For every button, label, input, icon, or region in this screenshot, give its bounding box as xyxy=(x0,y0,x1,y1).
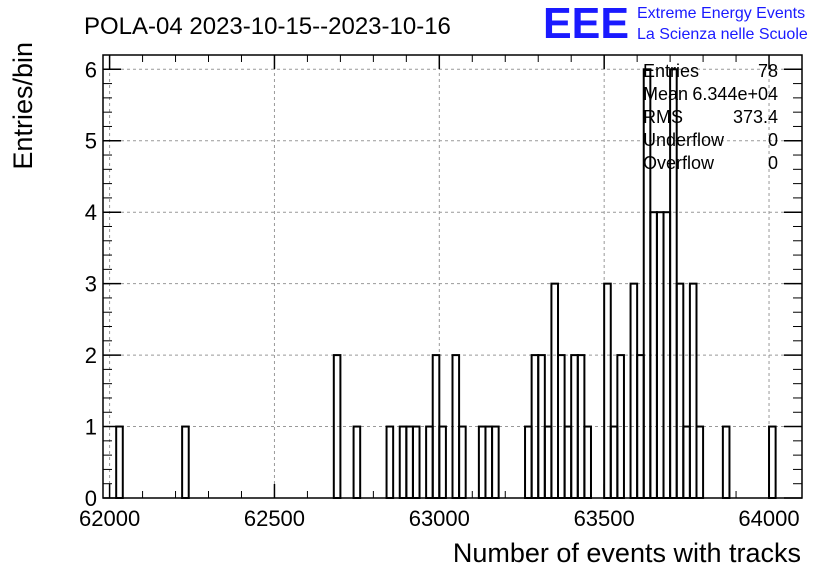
stats-mean-value: 6.344e+04 xyxy=(692,84,778,104)
histogram-bin xyxy=(352,425,362,500)
histogram-bin xyxy=(181,425,190,500)
histogram-bin xyxy=(385,425,395,500)
histogram-bin xyxy=(411,425,421,500)
logo-line-2: La Scienza nelle Scuole xyxy=(637,26,808,43)
histogram-bin xyxy=(458,425,467,500)
eee-logo: EEE Extreme Energy Events La Scienza nel… xyxy=(543,0,808,48)
stats-box: Entries 78 Mean 6.344e+04 RMS 373.4 Unde… xyxy=(643,61,778,173)
plot-frame xyxy=(102,54,803,499)
histogram-bin xyxy=(491,425,500,500)
y-tick-label: 6 xyxy=(85,57,97,82)
x-tick-label: 64000 xyxy=(738,506,799,531)
histogram-bin xyxy=(695,425,705,500)
histogram-bin xyxy=(115,425,124,500)
y-tick-labels: 0 1 2 3 4 5 6 xyxy=(85,57,97,511)
histogram-bin xyxy=(438,425,447,500)
logo-mark: EEE xyxy=(543,0,629,48)
axis-ticks xyxy=(103,55,803,499)
y-tick-label: 3 xyxy=(85,272,97,297)
x-tick-label: 62500 xyxy=(244,506,305,531)
y-axis-title: Entries/bin xyxy=(8,42,38,170)
y-tick-label: 2 xyxy=(85,343,97,368)
histogram-bins xyxy=(115,68,777,500)
x-axis-title: Number of events with tracks xyxy=(453,538,801,568)
stats-entries-value: 78 xyxy=(758,61,778,81)
stats-underflow-label: Underflow xyxy=(643,130,725,150)
stats-rms-value: 373.4 xyxy=(733,107,778,127)
histogram-bin xyxy=(721,425,731,500)
histogram-bin xyxy=(768,425,777,500)
histogram-bin xyxy=(583,425,592,500)
stats-overflow-value: 0 xyxy=(768,153,778,173)
stats-underflow-value: 0 xyxy=(768,130,778,150)
stats-overflow-label: Overflow xyxy=(643,153,715,173)
logo-line-1: Extreme Energy Events xyxy=(637,5,805,22)
y-tick-label: 4 xyxy=(85,200,97,225)
x-tick-label: 63500 xyxy=(574,506,635,531)
stats-rms-label: RMS xyxy=(643,107,683,127)
x-tick-label: 62000 xyxy=(79,506,140,531)
y-tick-label: 0 xyxy=(85,486,97,511)
y-tick-label: 5 xyxy=(85,129,97,154)
y-tick-label: 1 xyxy=(85,415,97,440)
chart-title: POLA-04 2023-10-15--2023-10-16 xyxy=(84,13,451,40)
stats-mean-label: Mean xyxy=(643,84,688,104)
x-tick-label: 63000 xyxy=(409,506,470,531)
stats-entries-label: Entries xyxy=(643,61,699,81)
grid xyxy=(103,55,802,498)
x-tick-labels: 62000 62500 63000 63500 64000 xyxy=(79,506,800,531)
